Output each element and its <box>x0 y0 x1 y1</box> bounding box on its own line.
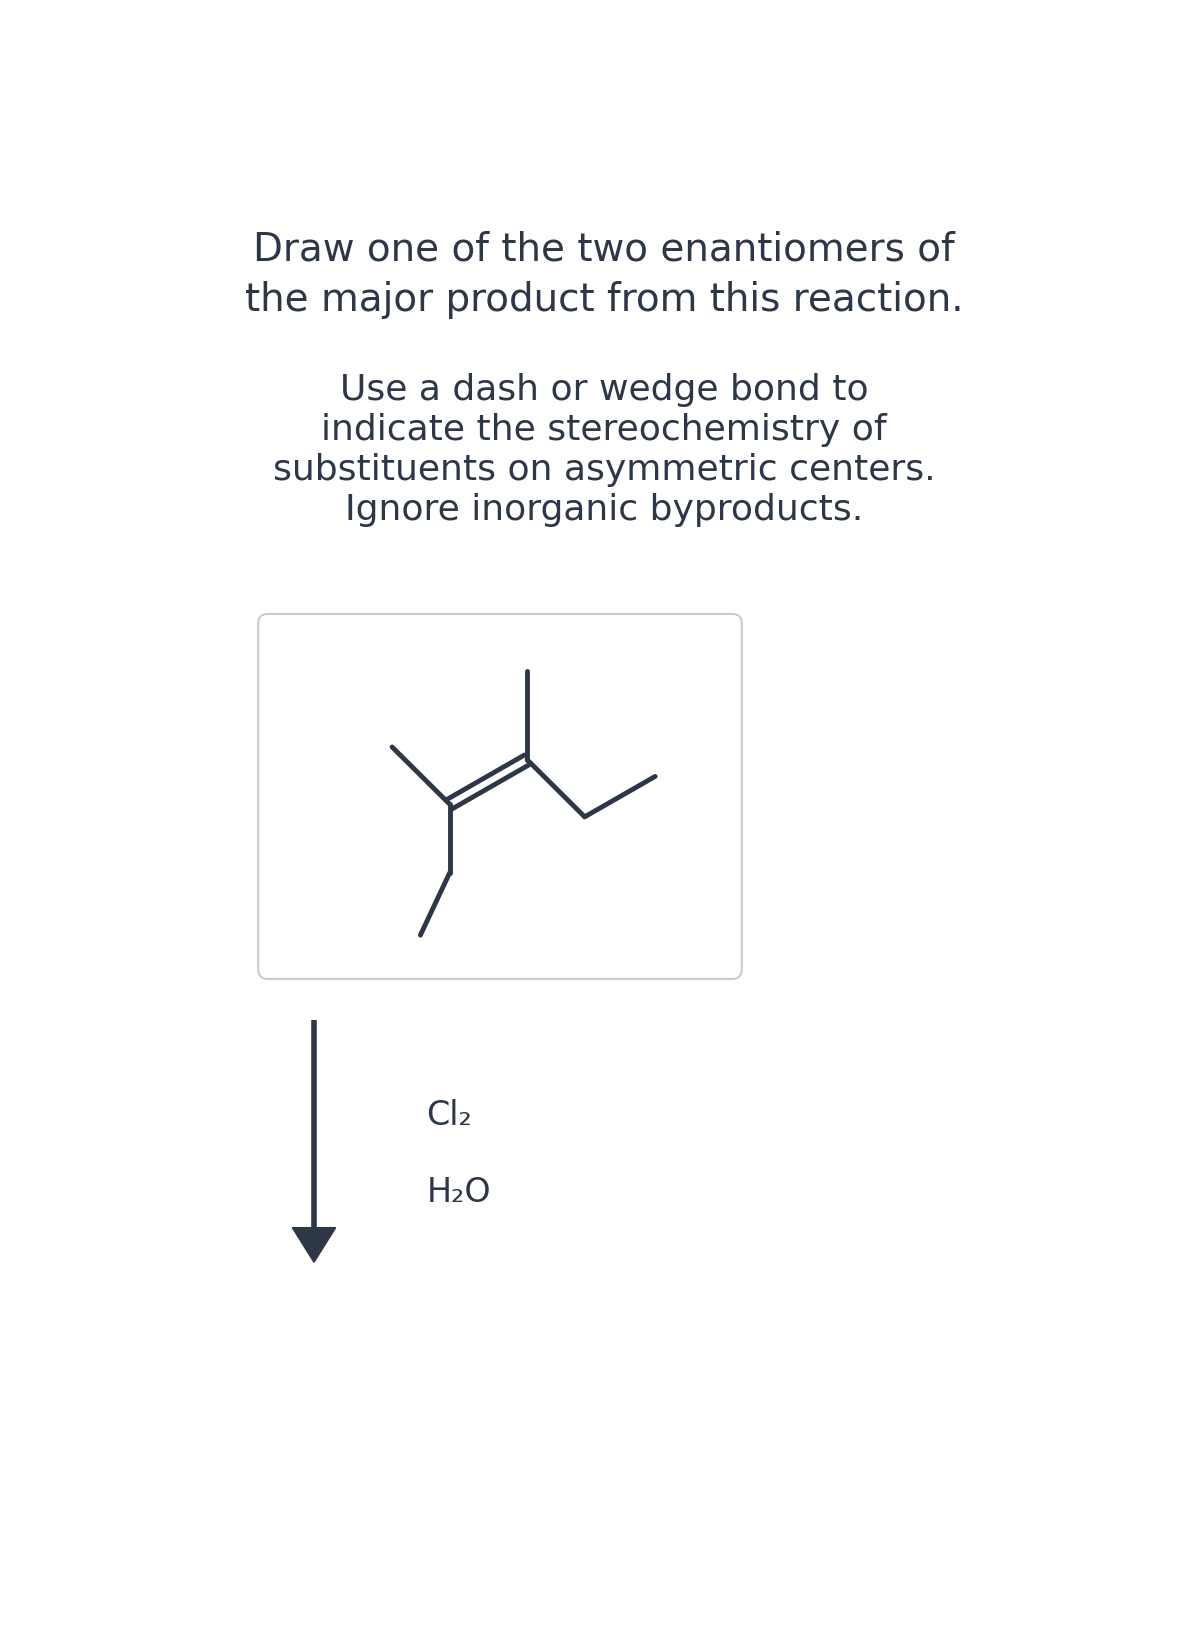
Text: H₂O: H₂O <box>427 1177 490 1209</box>
FancyBboxPatch shape <box>258 614 742 979</box>
Text: substituents on asymmetric centers.: substituents on asymmetric centers. <box>272 454 935 486</box>
Text: the major product from this reaction.: the major product from this reaction. <box>244 281 963 318</box>
Text: Cl₂: Cl₂ <box>427 1100 473 1133</box>
Text: indicate the stereochemistry of: indicate the stereochemistry of <box>321 413 887 447</box>
Text: Draw one of the two enantiomers of: Draw one of the two enantiomers of <box>253 230 955 269</box>
Polygon shape <box>292 1227 336 1262</box>
Text: Ignore inorganic byproducts.: Ignore inorganic byproducts. <box>344 493 863 527</box>
Text: Use a dash or wedge bond to: Use a dash or wedge bond to <box>340 374 868 406</box>
